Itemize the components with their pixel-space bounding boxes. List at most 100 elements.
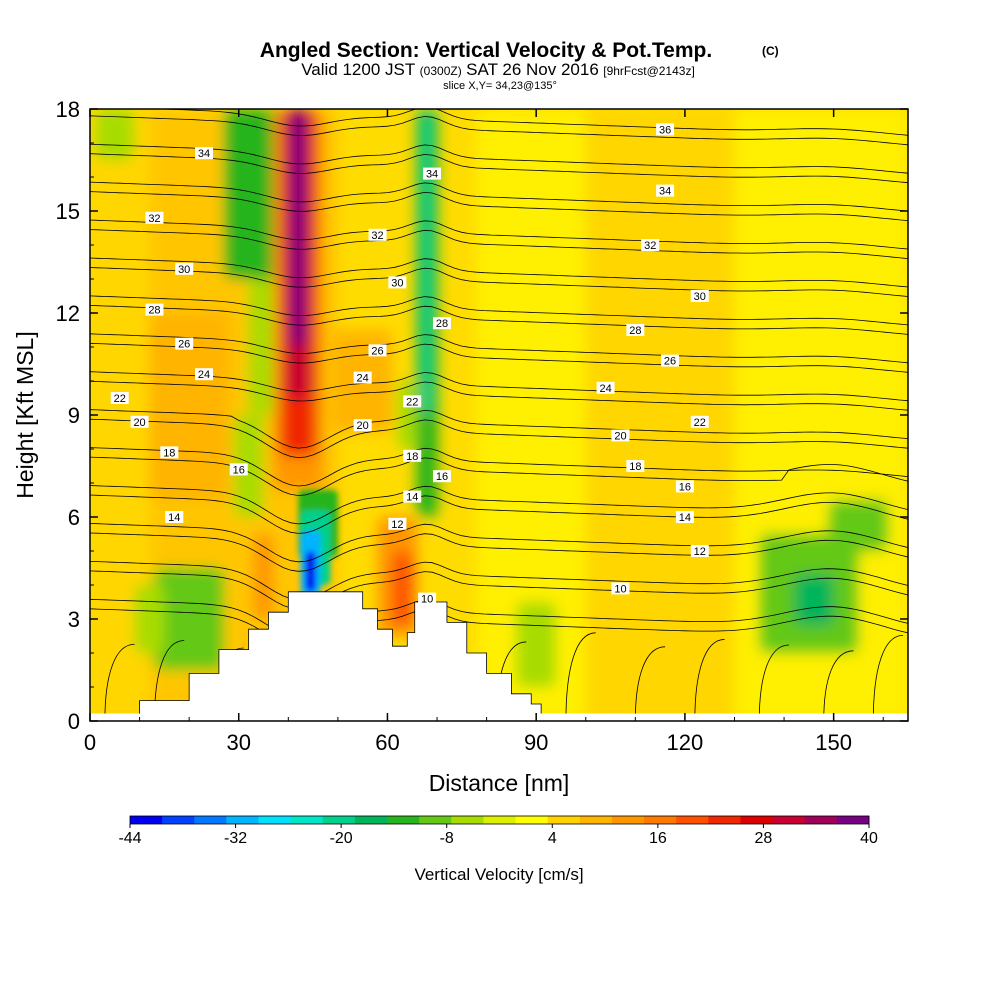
theta-contour-label-text: 14	[168, 512, 180, 524]
plot-area: 36 34 34 34 32 32 32 30 30 30 28 28 28 26 26 26 24 24 24 22…	[90, 109, 908, 721]
theta-contour-label-text: 32	[644, 240, 656, 252]
theta-contour-label-text: 18	[629, 461, 641, 473]
colorbar-swatch	[611, 816, 645, 824]
theta-contour-label: 10	[611, 582, 630, 595]
x-axis-label: Distance [nm]	[429, 770, 570, 796]
colorbar-swatch	[354, 816, 388, 824]
theta-contour-label: 14	[675, 511, 694, 524]
terrain-base	[90, 713, 908, 721]
x-tick-label: 30	[226, 730, 250, 755]
theta-contour-label-text: 26	[664, 356, 676, 368]
colorbar-swatch	[226, 816, 259, 824]
theta-contour-label-text: 18	[406, 451, 418, 463]
theta-contour-label-text: 30	[178, 264, 190, 276]
theta-contour-line	[90, 523, 908, 563]
theta-contour-label-text: 20	[357, 420, 369, 432]
colorbar-swatch	[644, 816, 677, 824]
theta-contour-label: 28	[145, 303, 164, 317]
theta-contour-line	[90, 570, 908, 610]
theta-contour-label: 26	[661, 354, 680, 368]
colorbar-tick-label: -32	[224, 830, 247, 847]
theta-contour-line	[90, 447, 908, 487]
field-feature	[828, 500, 889, 551]
theta-contour-line	[90, 608, 908, 648]
theta-contour-line	[90, 305, 908, 335]
y-tick-label: 6	[68, 505, 80, 530]
theta-contour-label-text: 22	[114, 393, 126, 405]
theta-contour-label: 36	[656, 123, 675, 136]
theta-contour-label-text: 28	[436, 318, 448, 330]
colorbar-frame	[129, 815, 870, 825]
theta-contour-line	[758, 644, 790, 721]
x-tick-label: 90	[524, 730, 548, 755]
theta-contour-label: 22	[110, 392, 129, 405]
y-tick-label: 18	[56, 97, 80, 122]
colorbar-swatch	[162, 816, 195, 824]
theta-contour-line	[90, 485, 908, 525]
theta-contour-label-text: 14	[406, 492, 418, 504]
colorbar-tick-label: 4	[548, 830, 557, 847]
colorbar-tick-label: -8	[440, 830, 454, 847]
chart-title: Angled Section: Vertical Velocity & Pot.…	[260, 39, 712, 62]
theta-contour-label: 26	[368, 344, 387, 357]
theta-contour-label: 32	[145, 211, 164, 225]
theta-contour-label-text: 26	[178, 339, 190, 351]
x-tick-label: 120	[667, 730, 704, 755]
theta-contour-label: 18	[160, 446, 179, 459]
theta-contour-label: 24	[596, 381, 615, 395]
theta-contour-label-text: 34	[198, 148, 210, 160]
theta-contour-line	[565, 632, 596, 721]
theta-contour-line	[694, 639, 725, 721]
theta-contour-label: 30	[388, 276, 407, 289]
downdraft-cell	[305, 551, 316, 592]
theta-contour-label-text: 32	[371, 230, 383, 242]
theta-contour-line	[90, 561, 908, 601]
colorbar-swatch	[579, 816, 613, 824]
theta-contour-label: 34	[656, 184, 675, 198]
valid-date: SAT 26 Nov 2016	[466, 60, 599, 79]
theta-contour-label: 30	[175, 262, 194, 276]
x-tick-label: 0	[84, 730, 96, 755]
colorbar-tick-label: 40	[860, 830, 878, 847]
colorbar-swatch	[804, 816, 838, 824]
colorbar-swatch	[547, 816, 581, 824]
theta-contour-label: 16	[432, 470, 451, 483]
y-tick-label: 0	[68, 709, 80, 734]
theta-contour-line	[90, 342, 908, 373]
colorbar-swatch	[258, 816, 292, 824]
colorbar-swatch	[515, 816, 549, 824]
colorbar-swatch	[387, 816, 420, 824]
y-tick-label: 9	[68, 403, 80, 428]
theta-contour-line	[90, 371, 908, 402]
theta-contour-label-text: 16	[679, 481, 691, 493]
colorbar-swatch	[483, 816, 516, 824]
theta-contour-label: 18	[626, 460, 645, 473]
theta-contour-line	[90, 532, 908, 572]
theta-contour-label-text: 36	[659, 124, 671, 136]
colorbar-tick-label: 28	[755, 830, 773, 847]
theta-contour-label-text: 20	[614, 430, 626, 442]
theta-contour-label-text: 22	[694, 417, 706, 429]
colorbar-swatch	[676, 816, 709, 824]
colorbar-tick-label: -44	[118, 830, 141, 847]
theta-contour-line	[634, 646, 666, 721]
theta-contour-label-text: 26	[371, 345, 383, 357]
colorbar-swatch	[419, 816, 452, 824]
field-feature	[94, 109, 135, 160]
field-feature	[290, 109, 306, 347]
theta-contour-label: 30	[690, 290, 709, 303]
theta-contour-label: 34	[423, 167, 442, 181]
theta-contour-line	[90, 191, 908, 221]
theta-contour-label-text: 24	[357, 373, 369, 385]
theta-contour-label-text: 28	[148, 305, 160, 317]
slice-info: slice X,Y= 34,23@135°	[443, 80, 557, 92]
theta-contour-line	[90, 409, 908, 449]
theta-contour-line	[90, 115, 908, 146]
theta-contour-line	[90, 229, 908, 259]
theta-contours	[90, 109, 908, 721]
theta-contour-label-text: 12	[694, 546, 706, 558]
theta-contour-label: 34	[195, 147, 214, 160]
theta-contour-line	[90, 456, 908, 496]
theta-contour-line	[90, 333, 908, 364]
